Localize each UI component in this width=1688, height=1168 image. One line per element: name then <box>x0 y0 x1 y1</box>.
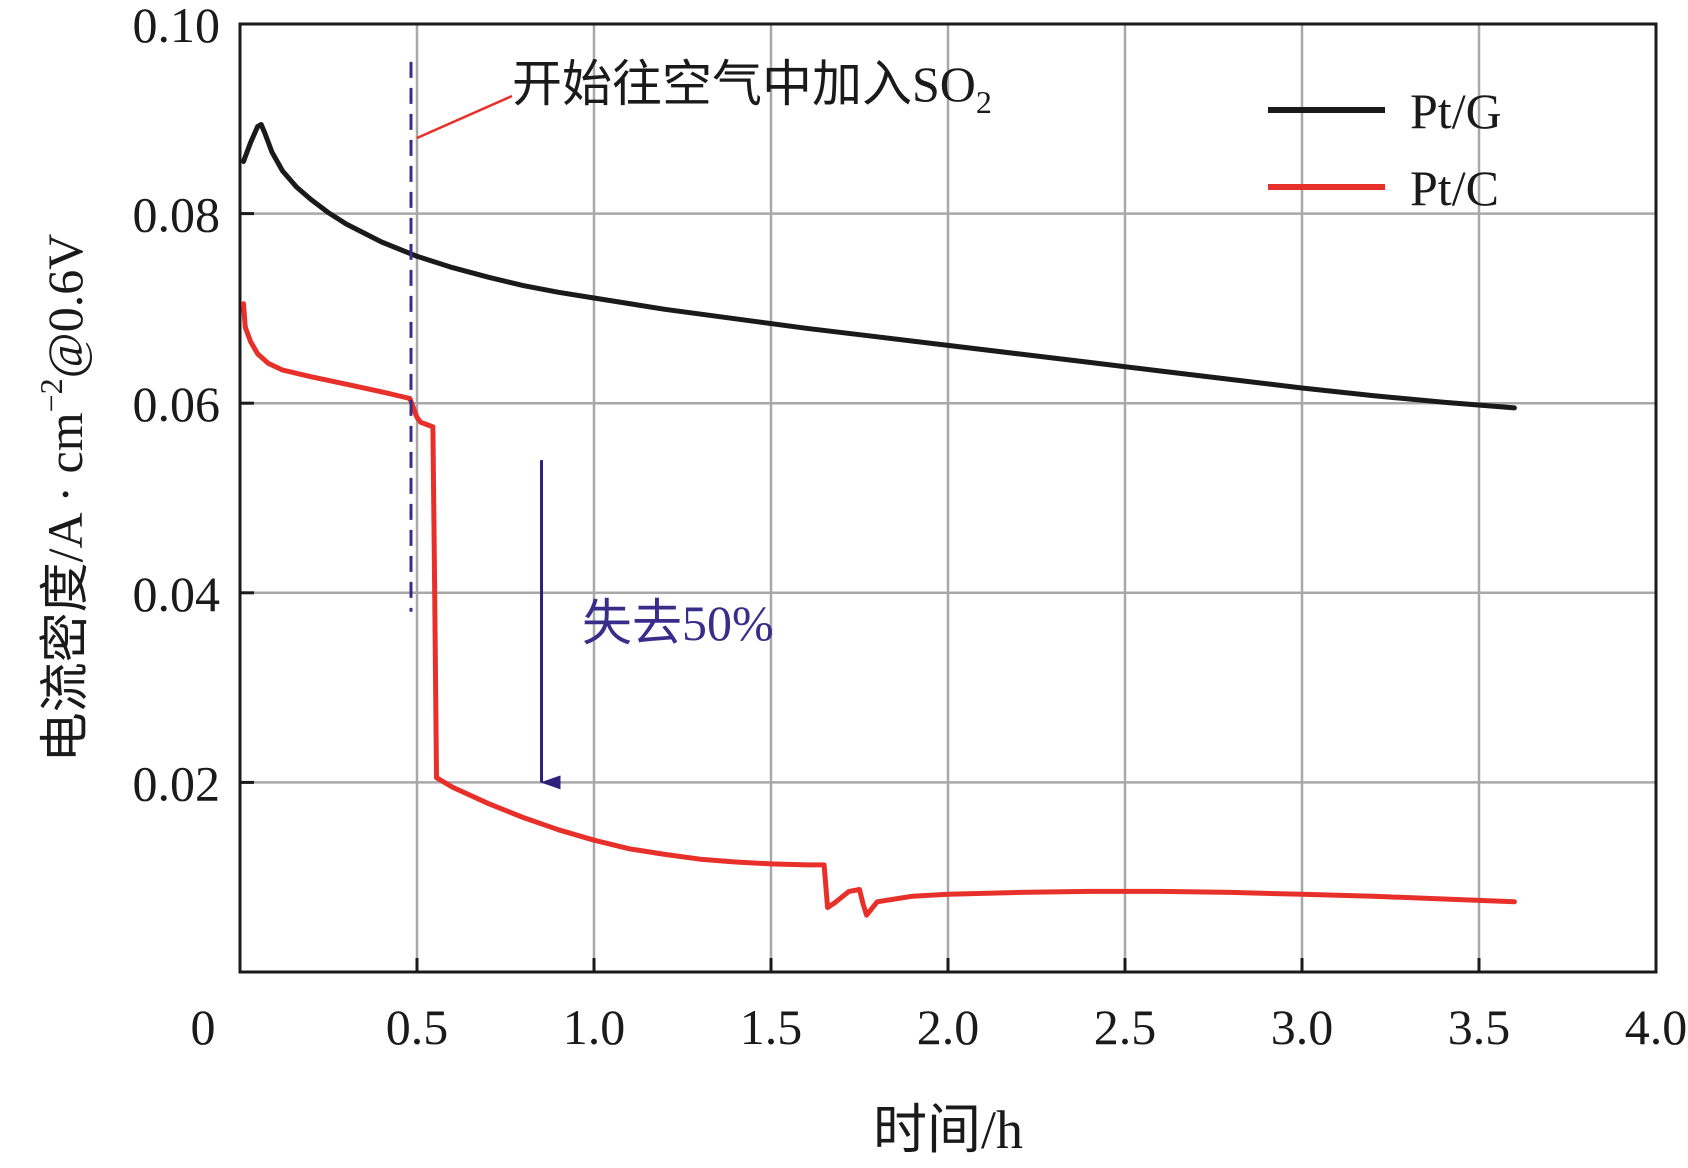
x-tick-label: 2.5 <box>1094 999 1157 1055</box>
y-axis-label-suffix: @0.6V <box>37 234 93 379</box>
so2-annotation-text: 开始往空气中加入SO2 <box>512 56 992 120</box>
legend: Pt/G Pt/C <box>1268 83 1502 216</box>
series-layer <box>241 122 1517 918</box>
y-axis-label: 电流密度/A · cm−2@0.6V <box>33 234 93 763</box>
legend-label-pt-g: Pt/G <box>1410 83 1502 139</box>
x-tick-label: 1.0 <box>563 999 626 1055</box>
y-tick-label: 0.06 <box>133 376 221 432</box>
y-tick-label: 0.04 <box>133 566 221 622</box>
x-tick-label-origin: 0 <box>191 999 216 1055</box>
y-tick-label: 0.10 <box>133 0 221 53</box>
y-axis-label-exponent: −2 <box>33 378 69 412</box>
grid-lines <box>240 24 1656 972</box>
so2-annotation-main: 开始往空气中加入SO <box>512 56 976 112</box>
x-tick-label: 3.0 <box>1271 999 1334 1055</box>
y-tick-label: 0.08 <box>133 187 221 243</box>
so2-callout-line <box>416 94 513 140</box>
x-tick-label: 3.5 <box>1448 999 1511 1055</box>
series-line-pt-c <box>241 301 1517 918</box>
y-axis-label-main: 电流密度/A · cm <box>37 412 93 762</box>
so2-annotation-subscript: 2 <box>976 84 992 120</box>
x-tick-label: 2.0 <box>917 999 980 1055</box>
annotation-layer <box>409 61 561 790</box>
x-tick-label: 0.5 <box>386 999 449 1055</box>
tick-labels: 0.5 1.0 1.5 2.0 2.5 3.0 3.5 4.0 0 0.02 0.04 0.06 0.0… <box>133 0 1688 1055</box>
x-axis-label: 时间/h <box>873 1100 1023 1160</box>
y-tick-label: 0.02 <box>133 755 221 811</box>
x-tick-label: 4.0 <box>1625 999 1688 1055</box>
series-line-pt-g <box>241 122 1517 411</box>
legend-label-pt-c: Pt/C <box>1410 160 1499 216</box>
x-tick-label: 1.5 <box>740 999 803 1055</box>
loss-annotation-text: 失去50% <box>582 595 774 651</box>
axis-ticks <box>240 22 1658 972</box>
